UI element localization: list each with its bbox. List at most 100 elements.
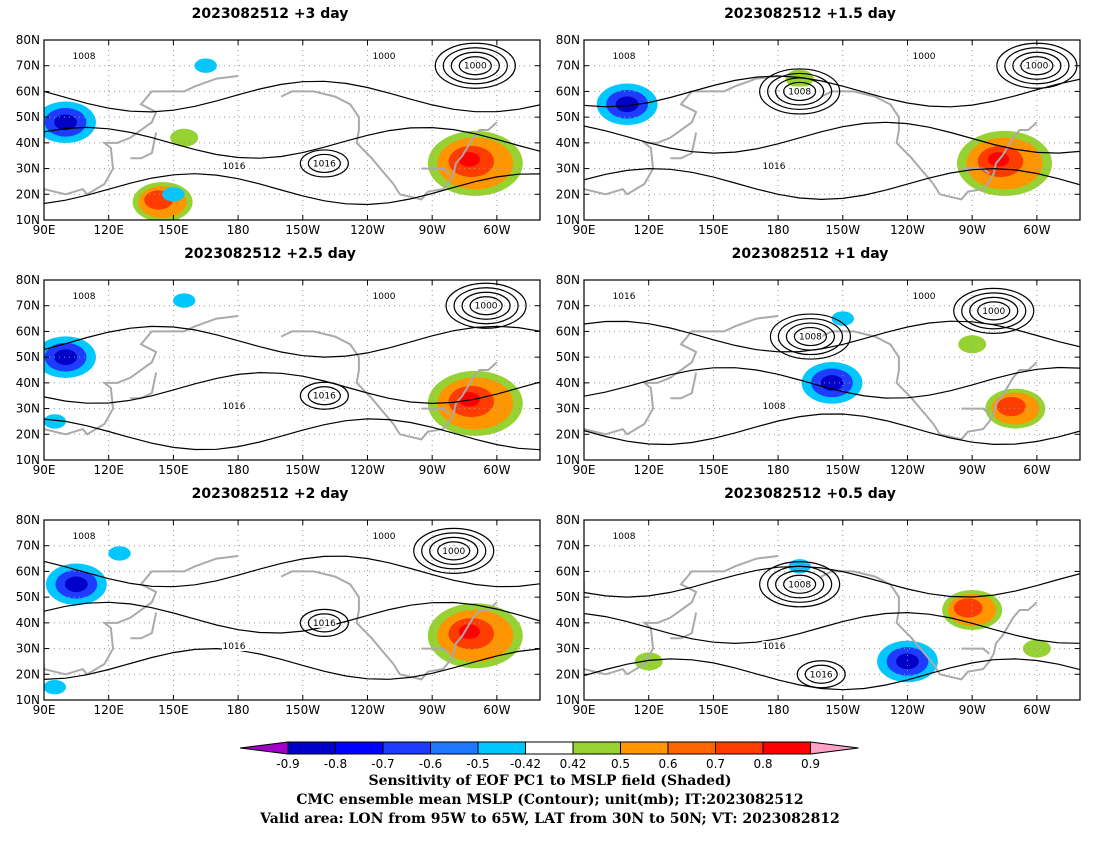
pressure-center-ring [469, 296, 503, 316]
contour-label: 1000 [373, 292, 396, 302]
pressure-center-ring [793, 326, 828, 347]
y-tick-label: 20N [16, 187, 40, 201]
coastline [670, 612, 698, 640]
pressure-center-label: 1008 [788, 87, 811, 97]
panel-title: 2023082512 +3 day [191, 6, 349, 22]
contour-label-bg [372, 51, 396, 61]
y-tick-label: 80N [556, 513, 580, 527]
colorbar-swatch [620, 741, 669, 755]
x-tick-label: 60W [483, 463, 510, 477]
negative-sensitivity-patch [44, 679, 66, 695]
contour-label-bg [72, 291, 96, 301]
coastline [961, 167, 991, 175]
pressure-center-ring [307, 613, 341, 633]
isobar-contour [44, 325, 540, 451]
contour-label-bg [762, 641, 786, 651]
contour-label: 1008 [613, 532, 636, 542]
plot-frame [43, 519, 541, 701]
x-tick-label: 150E [698, 223, 729, 237]
x-tick-label: 120E [93, 223, 124, 237]
y-tick-label: 40N [556, 616, 580, 630]
y-tick-label: 60N [556, 84, 580, 98]
colorbar-swatch [572, 741, 621, 755]
x-tick-label: 60W [483, 223, 510, 237]
y-tick-label: 30N [556, 642, 580, 656]
x-tick-label: 180 [767, 223, 790, 237]
colorbar-swatch [287, 741, 336, 755]
x-tick-label: 90E [33, 463, 56, 477]
colorbar-swatch [335, 741, 384, 755]
x-tick-label: 150E [158, 223, 189, 237]
colorbar-high-extend [810, 741, 859, 755]
pressure-center-ring [429, 536, 479, 565]
contour-label-bg [612, 51, 636, 61]
x-tick-label: 150W [285, 463, 320, 477]
positive-sensitivity-patch [953, 598, 983, 618]
map-plot: 1008 1016 1000 1000 1016 90E 120E 150E 180 150W 12… [16, 273, 541, 477]
coastline [670, 132, 698, 160]
colorbar-swatch [715, 741, 764, 755]
pressure-center-ring [1012, 51, 1062, 80]
map-panel: 2023082512 +2.5 day 1008 1016 1000 1000 1016 9… [0, 246, 541, 486]
colorbar-label: -0.5 [466, 757, 489, 770]
pressure-center-ring [458, 56, 492, 76]
contour-label-bg [372, 531, 396, 541]
colorbar-label: 0.42 [560, 757, 587, 770]
pressure-center-label: 1000 [982, 307, 1005, 317]
pressure-center-ring [769, 313, 852, 360]
contour-label: 1016 [223, 642, 246, 652]
x-tick-label: 150E [698, 463, 729, 477]
y-tick-label: 60N [16, 324, 40, 338]
pressure-center-ring [442, 47, 508, 85]
coastline [44, 555, 239, 676]
coastline [670, 372, 698, 400]
x-tick-label: 90E [33, 223, 56, 237]
coastline [820, 90, 1038, 201]
pressure-center-ring [453, 287, 519, 325]
contour-label: 1008 [73, 292, 96, 302]
figure-caption: Sensitivity of EOF PC1 to MSLP field (Sh… [0, 772, 1100, 829]
center-label-bg [441, 545, 466, 556]
y-tick-label: 60N [16, 84, 40, 98]
x-tick-label: 180 [227, 223, 250, 237]
contour-label: 1016 [613, 292, 636, 302]
negative-sensitivity-patch [108, 546, 131, 561]
y-tick-label: 30N [16, 402, 40, 416]
isobar-contour [584, 565, 1080, 691]
x-tick-label: 180 [767, 463, 790, 477]
pressure-center-ring [307, 153, 341, 174]
contour-label: 1016 [763, 162, 786, 172]
colorbar-label: -0.7 [371, 757, 394, 770]
coastline [280, 570, 498, 681]
center-label-bg [312, 390, 337, 401]
y-tick-label: 10N [16, 213, 40, 227]
isobar-contour [584, 75, 1080, 201]
x-tick-label: 90E [33, 703, 56, 717]
y-tick-label: 80N [16, 33, 40, 47]
plot-frame [43, 279, 541, 461]
coastline [280, 330, 498, 441]
pressure-center-label: 1000 [475, 302, 498, 312]
center-label-bg [312, 617, 337, 628]
pressure-center-label: 1016 [313, 392, 336, 402]
coastline [280, 90, 498, 201]
pressure-center-ring [759, 68, 841, 115]
panel-title: 2023082512 +2.5 day [184, 246, 356, 262]
y-tick-label: 50N [556, 110, 580, 124]
x-tick-label: 120W [350, 463, 385, 477]
coastline [961, 647, 991, 655]
center-label-bg [798, 331, 823, 342]
y-tick-label: 60N [16, 564, 40, 578]
colorbar-label: 0.5 [611, 757, 630, 770]
positive-sensitivity-patch [996, 396, 1026, 417]
contour-label-bg [72, 51, 96, 61]
panel-title: 2023082512 +1.5 day [724, 6, 896, 22]
x-tick-label: 120E [633, 223, 664, 237]
negative-sensitivity-patch [831, 311, 854, 326]
y-tick-label: 30N [16, 642, 40, 656]
coastline [584, 555, 779, 676]
pressure-center-ring [796, 660, 846, 689]
x-tick-label: 90W [959, 463, 986, 477]
center-label-bg [312, 158, 337, 169]
colorbar: -0.9 -0.8 -0.7 -0.6 -0.5 -0.42 0.42 0.5 0.6 0.7 0.… [240, 741, 859, 770]
